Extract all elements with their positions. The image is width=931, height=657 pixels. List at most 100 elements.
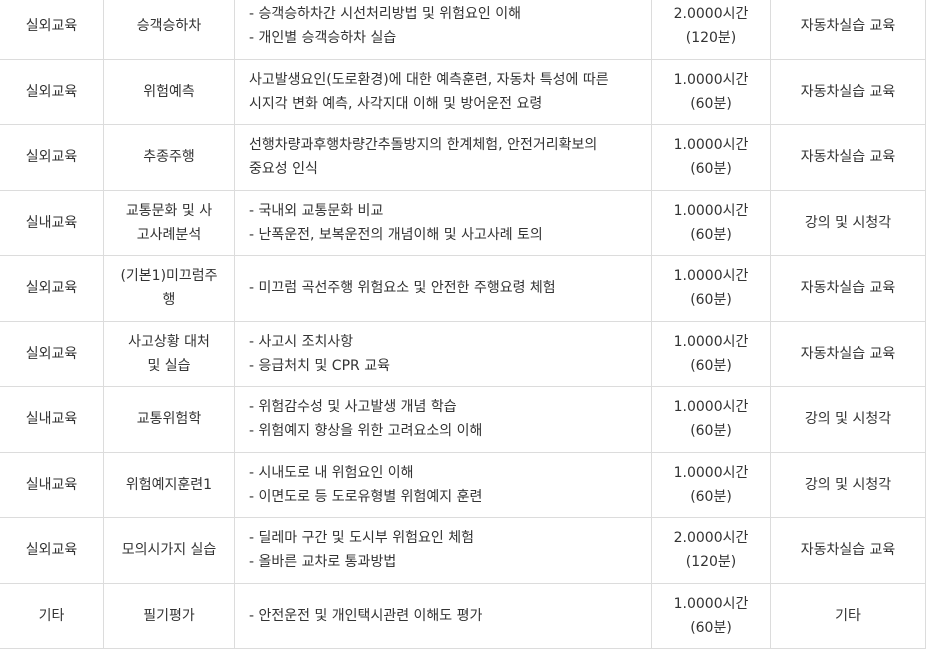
subject-cell: 승객승하차 — [103, 0, 235, 60]
content-line: 선행차량과후행차량간추돌방지의 한계체험, 안전거리확보의 — [249, 137, 598, 154]
table-row: 실내교육 위험예지훈련1 - 시내도로 내 위험요인 이해 - 이면도로 등 도로유형… — [0, 451, 926, 518]
content-line: 중요성 인식 — [249, 161, 318, 178]
subject-cell: 모의시가지 실습 — [103, 517, 235, 584]
table-row: 실외교육 (기본1)미끄럼주행 - 미끄럼 곡선주행 위험요소 및 안전한 주행요령… — [0, 255, 926, 322]
duration-cell: 1.0000시간 (60분) — [651, 386, 771, 453]
education-type-cell: 실외교육 — [0, 124, 104, 191]
content-cell: - 안전운전 및 개인택시관련 이해도 평가 — [234, 582, 652, 649]
content-cell: - 위험감수성 및 사고발생 개념 학습 - 위험예지 향상을 위한 고려요소의 … — [234, 386, 652, 453]
duration-minutes: (60분) — [690, 423, 732, 440]
method-cell: 강의 및 시청각 — [770, 386, 926, 453]
content-line: - 안전운전 및 개인택시관련 이해도 평가 — [249, 607, 483, 624]
duration-minutes: (60분) — [690, 292, 732, 309]
content-line: - 이면도로 등 도로유형별 위험예지 훈련 — [249, 488, 483, 505]
method-cell: 기타 — [770, 582, 926, 649]
content-line: - 국내외 교통문화 비교 — [249, 202, 384, 219]
duration-cell: 1.0000시간 (60분) — [651, 320, 771, 387]
duration-hours: 2.0000시간 — [673, 6, 749, 23]
method-cell: 강의 및 시청각 — [770, 451, 926, 518]
table-row: 기타 필기평가 - 안전운전 및 개인택시관련 이해도 평가 1.0000시간 (60분… — [0, 582, 926, 649]
duration-hours: 1.0000시간 — [673, 268, 749, 285]
content-cell: - 승객승하차간 시선처리방법 및 위험요인 이해 - 개인별 승객승하차 실습 — [234, 0, 652, 60]
subject-cell: 추종주행 — [103, 124, 235, 191]
method-cell: 자동차실습 교육 — [770, 0, 926, 60]
duration-hours: 1.0000시간 — [673, 399, 749, 416]
education-type-cell: 실외교육 — [0, 0, 104, 60]
duration-minutes: (60분) — [690, 488, 732, 505]
duration-hours: 1.0000시간 — [673, 137, 749, 154]
subject-cell: 교통문화 및 사고사례분석 — [103, 189, 235, 256]
duration-cell: 1.0000시간 (60분) — [651, 451, 771, 518]
method-cell: 자동차실습 교육 — [770, 320, 926, 387]
content-line: 사고발생요인(도로환경)에 대한 예측훈련, 자동차 특성에 따른 — [249, 71, 609, 88]
method-cell: 자동차실습 교육 — [770, 255, 926, 322]
subject-cell: 사고상황 대처 및 실습 — [103, 320, 235, 387]
content-cell: - 미끄럼 곡선주행 위험요소 및 안전한 주행요령 체험 — [234, 255, 652, 322]
content-line: - 응급처치 및 CPR 교육 — [249, 357, 390, 374]
education-type-cell: 실외교육 — [0, 320, 104, 387]
content-cell: - 국내외 교통문화 비교 - 난폭운전, 보복운전의 개념이해 및 사고사례 토… — [234, 189, 652, 256]
content-cell: - 딜레마 구간 및 도시부 위험요인 체험 - 올바른 교차로 통과방법 — [234, 517, 652, 584]
content-line: 시지각 변화 예측, 사각지대 이해 및 방어운전 요령 — [249, 95, 543, 112]
method-cell: 자동차실습 교육 — [770, 517, 926, 584]
duration-cell: 1.0000시간 (60분) — [651, 582, 771, 649]
duration-hours: 1.0000시간 — [673, 464, 749, 481]
method-cell: 자동차실습 교육 — [770, 124, 926, 191]
subject-cell: 위험예지훈련1 — [103, 451, 235, 518]
table-row: 실내교육 교통문화 및 사고사례분석 - 국내외 교통문화 비교 - 난폭운전, 보복… — [0, 189, 926, 256]
duration-hours: 1.0000시간 — [673, 333, 749, 350]
duration-minutes: (120분) — [685, 554, 737, 571]
duration-cell: 1.0000시간 (60분) — [651, 255, 771, 322]
content-cell: - 시내도로 내 위험요인 이해 - 이면도로 등 도로유형별 위험예지 훈련 — [234, 451, 652, 518]
duration-minutes: (60분) — [690, 619, 732, 636]
subject-cell: 교통위험학 — [103, 386, 235, 453]
content-line: - 위험예지 향상을 위한 고려요소의 이해 — [249, 423, 483, 440]
subject-cell: 위험예측 — [103, 58, 235, 125]
table-row: 실외교육 사고상황 대처 및 실습 - 사고시 조치사항 - 응급처치 및 CPR 교… — [0, 320, 926, 387]
content-line: - 사고시 조치사항 — [249, 333, 354, 350]
table-row: 실외교육 위험예측 사고발생요인(도로환경)에 대한 예측훈련, 자동차 특성에 따… — [0, 58, 926, 125]
duration-minutes: (120분) — [685, 30, 737, 47]
duration-cell: 2.0000시간 (120분) — [651, 517, 771, 584]
duration-minutes: (60분) — [690, 357, 732, 374]
content-line: - 시내도로 내 위험요인 이해 — [249, 464, 414, 481]
content-line: - 위험감수성 및 사고발생 개념 학습 — [249, 399, 457, 416]
table-row: 실외교육 모의시가지 실습 - 딜레마 구간 및 도시부 위험요인 체험 - 올바른 … — [0, 517, 926, 584]
duration-cell: 2.0000시간 (120분) — [651, 0, 771, 60]
duration-hours: 1.0000시간 — [673, 202, 749, 219]
content-line: - 난폭운전, 보복운전의 개념이해 및 사고사례 토의 — [249, 226, 543, 243]
duration-minutes: (60분) — [690, 226, 732, 243]
education-type-cell: 실내교육 — [0, 386, 104, 453]
content-line: - 승객승하차간 시선처리방법 및 위험요인 이해 — [249, 6, 522, 23]
education-type-cell: 실내교육 — [0, 189, 104, 256]
table-row: 실외교육 승객승하차 - 승객승하차간 시선처리방법 및 위험요인 이해 - 개인별 … — [0, 0, 926, 60]
subject-cell: (기본1)미끄럼주행 — [103, 255, 235, 322]
education-type-cell: 기타 — [0, 582, 104, 649]
table-row: 실내교육 교통위험학 - 위험감수성 및 사고발생 개념 학습 - 위험예지 향상을 … — [0, 386, 926, 453]
table-row: 실외교육 추종주행 선행차량과후행차량간추돌방지의 한계체험, 안전거리확보의 중요성… — [0, 124, 926, 191]
duration-minutes: (60분) — [690, 161, 732, 178]
content-line: - 미끄럼 곡선주행 위험요소 및 안전한 주행요령 체험 — [249, 280, 556, 297]
content-line: - 올바른 교차로 통과방법 — [249, 554, 397, 571]
duration-hours: 1.0000시간 — [673, 595, 749, 612]
education-type-cell: 실외교육 — [0, 517, 104, 584]
education-type-cell: 실외교육 — [0, 255, 104, 322]
content-line: - 개인별 승객승하차 실습 — [249, 30, 397, 47]
education-type-cell: 실내교육 — [0, 451, 104, 518]
duration-cell: 1.0000시간 (60분) — [651, 58, 771, 125]
duration-minutes: (60분) — [690, 95, 732, 112]
duration-hours: 2.0000시간 — [673, 530, 749, 547]
duration-cell: 1.0000시간 (60분) — [651, 189, 771, 256]
subject-cell: 필기평가 — [103, 582, 235, 649]
method-cell: 강의 및 시청각 — [770, 189, 926, 256]
method-cell: 자동차실습 교육 — [770, 58, 926, 125]
content-cell: - 사고시 조치사항 - 응급처치 및 CPR 교육 — [234, 320, 652, 387]
duration-hours: 1.0000시간 — [673, 71, 749, 88]
content-line: - 딜레마 구간 및 도시부 위험요인 체험 — [249, 530, 474, 547]
education-type-cell: 실외교육 — [0, 58, 104, 125]
duration-cell: 1.0000시간 (60분) — [651, 124, 771, 191]
